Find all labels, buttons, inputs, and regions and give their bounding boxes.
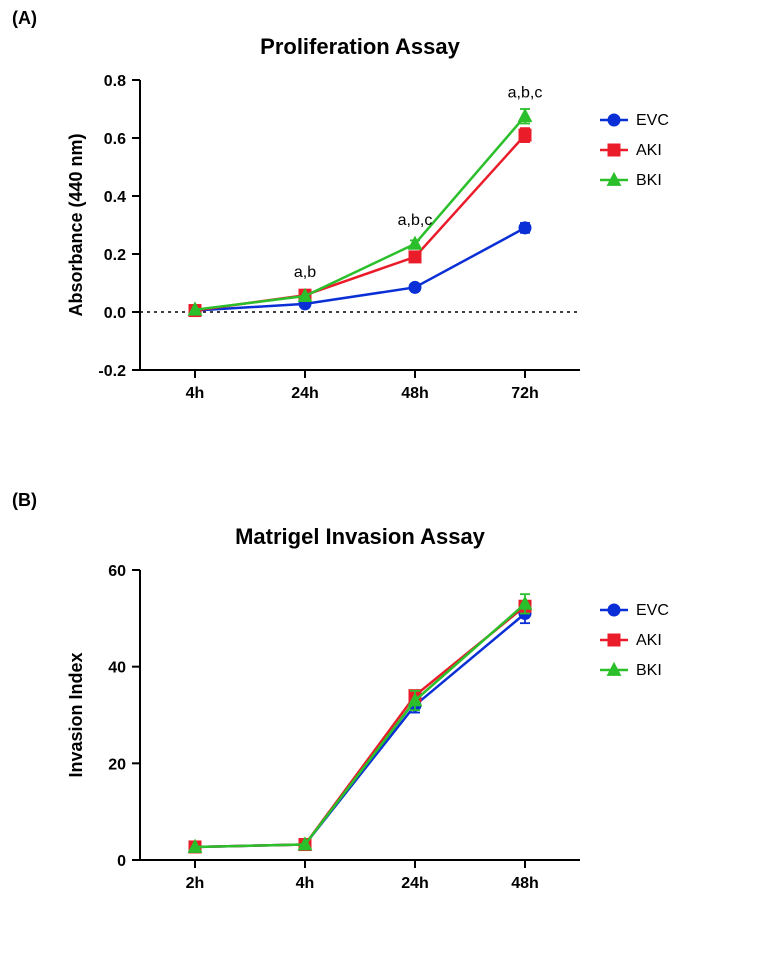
- x-tick-label: 4h: [186, 385, 205, 402]
- legend-marker-aki: [608, 144, 620, 156]
- series-line-aki: [195, 606, 525, 847]
- y-tick-label: 0.6: [104, 131, 126, 148]
- invasion-chart: Matrigel Invasion Assay 0 20 40 60 2h 4h 24h 48h…: [60, 520, 720, 920]
- annotation: a,b,c: [508, 84, 543, 101]
- legend-label: AKI: [636, 142, 662, 159]
- y-tick-label: 0.4: [104, 189, 126, 206]
- legend-label: AKI: [636, 632, 662, 649]
- x-tick-label: 24h: [291, 385, 319, 402]
- legend-label: EVC: [636, 602, 669, 619]
- y-axis-label: Invasion Index: [66, 652, 86, 777]
- chart-title: Proliferation Assay: [260, 34, 460, 59]
- page: (A) Proliferation Assay -0.2 0.0 0.2 0.4 0.6 0…: [0, 0, 764, 965]
- marker-bki: [518, 109, 531, 122]
- panel-a-label: (A): [12, 8, 37, 29]
- marker-evc: [409, 281, 421, 293]
- legend-label: BKI: [636, 172, 662, 189]
- legend-marker-evc: [608, 114, 620, 126]
- y-tick-label: 0.8: [104, 73, 126, 90]
- legend-marker-evc: [608, 604, 620, 616]
- legend-marker-aki: [608, 634, 620, 646]
- y-tick-label: 60: [108, 563, 126, 580]
- y-tick-label: 0.0: [104, 305, 126, 322]
- y-tick-label: 20: [108, 756, 126, 773]
- legend-label: BKI: [636, 662, 662, 679]
- x-tick-label: 48h: [511, 875, 539, 892]
- series-line-bki: [195, 116, 525, 309]
- y-tick-label: 0: [117, 853, 126, 870]
- x-tick-label: 2h: [186, 875, 205, 892]
- y-tick-label: 40: [108, 660, 126, 677]
- y-tick-label: 0.2: [104, 247, 126, 264]
- marker-evc: [519, 222, 531, 234]
- x-tick-label: 24h: [401, 875, 429, 892]
- y-tick-label: -0.2: [98, 363, 126, 380]
- marker-aki: [519, 129, 531, 141]
- series-line-aki: [195, 135, 525, 310]
- x-tick-label: 48h: [401, 385, 429, 402]
- marker-aki: [409, 251, 421, 263]
- series-line-bki: [195, 604, 525, 847]
- chart-title: Matrigel Invasion Assay: [235, 524, 486, 549]
- y-axis-label: Absorbance (440 nm): [66, 133, 86, 316]
- panel-b-label: (B): [12, 490, 37, 511]
- x-tick-label: 72h: [511, 385, 539, 402]
- proliferation-chart: Proliferation Assay -0.2 0.0 0.2 0.4 0.6 0.8 4h…: [60, 30, 720, 430]
- annotation: a,b: [294, 264, 316, 281]
- x-tick-label: 4h: [296, 875, 315, 892]
- legend-label: EVC: [636, 112, 669, 129]
- annotation: a,b,c: [398, 212, 433, 229]
